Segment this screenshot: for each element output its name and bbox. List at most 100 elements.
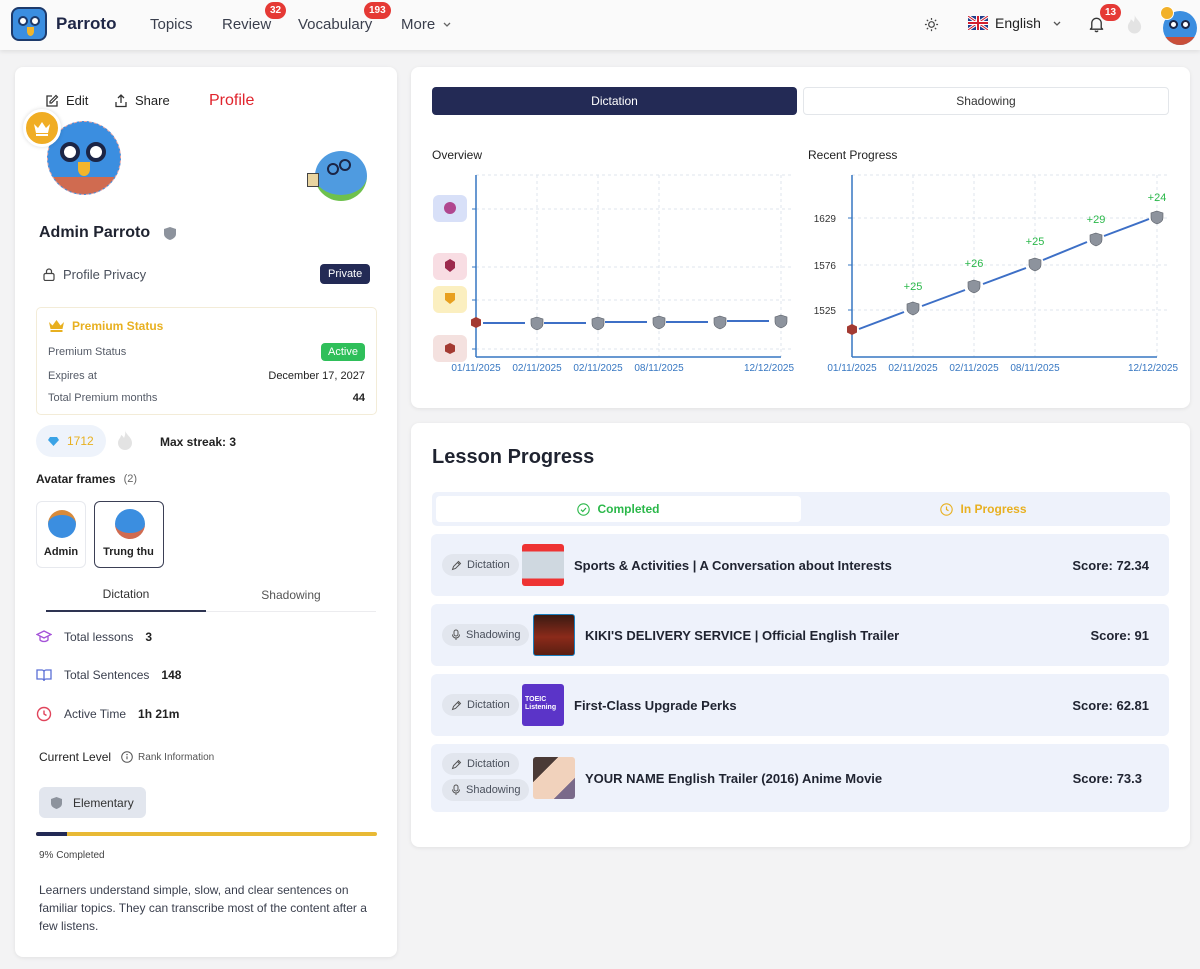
lesson-thumbnail xyxy=(533,614,575,656)
overview-chart: 01/11/2025 02/11/2025 02/11/2025 08/11/2… xyxy=(433,174,794,374)
parroto-logo[interactable] xyxy=(11,7,47,41)
svg-text:02/11/2025: 02/11/2025 xyxy=(949,363,999,374)
crown-badge-icon xyxy=(23,109,61,147)
stats-tab-dictation[interactable]: Dictation xyxy=(46,580,206,612)
share-button[interactable]: Share xyxy=(114,93,170,108)
pen-icon xyxy=(451,759,462,769)
graduation-cap-icon xyxy=(36,630,52,643)
stats-tab-shadowing[interactable]: Shadowing xyxy=(206,580,376,612)
lesson-item[interactable]: Dictation Shadowing YOUR NAME English Tr… xyxy=(431,744,1169,812)
avatar-frames-count: (2) xyxy=(123,473,138,485)
max-streak: Max streak: 3 xyxy=(160,435,237,449)
thumbnail-text: TOEIC Listening xyxy=(525,696,557,711)
review-count-badge: 32 xyxy=(265,2,287,19)
clock-icon xyxy=(36,706,52,722)
type-chip-dictation: Dictation xyxy=(442,554,519,576)
lesson-score: Score: 91 xyxy=(1090,628,1149,643)
brand-name[interactable]: Parroto xyxy=(56,14,117,33)
svg-text:+25: +25 xyxy=(904,281,923,293)
check-circle-icon xyxy=(577,502,591,516)
lesson-item[interactable]: Shadowing KIKI'S DELIVERY SERVICE | Offi… xyxy=(431,604,1169,666)
pen-icon xyxy=(451,700,462,710)
lesson-score: Score: 73.3 xyxy=(1072,771,1142,786)
svg-text:+24: +24 xyxy=(1148,192,1167,204)
level-progress-bar xyxy=(36,832,377,836)
lock-icon xyxy=(43,268,55,281)
avatar-frame-admin[interactable]: Admin xyxy=(36,501,86,568)
lesson-progress-title: Lesson Progress xyxy=(432,446,595,468)
flame-icon[interactable] xyxy=(1126,13,1143,35)
svg-text:+29: +29 xyxy=(1087,214,1106,226)
share-icon xyxy=(115,93,127,107)
svg-text:12/12/2025: 12/12/2025 xyxy=(744,363,794,374)
tab-label: Dictation xyxy=(591,94,638,108)
profile-section-title: Profile xyxy=(209,92,255,109)
lesson-title: YOUR NAME English Trailer (2016) Anime M… xyxy=(585,771,883,786)
lesson-item[interactable]: Dictation TOEIC Listening First-Class Up… xyxy=(431,674,1169,736)
chart-tab-dictation[interactable]: Dictation xyxy=(432,87,797,115)
tab-completed[interactable]: Completed xyxy=(436,496,801,522)
lesson-status-tabs: Completed In Progress xyxy=(432,492,1170,526)
tab-in-progress[interactable]: In Progress xyxy=(801,496,1166,522)
type-chip-shadowing: Shadowing xyxy=(442,624,530,646)
stat-label: Total Sentences xyxy=(64,668,150,682)
lesson-thumbnail: TOEIC Listening xyxy=(522,684,564,726)
nav-review[interactable]: Review xyxy=(222,16,272,33)
svg-text:02/11/2025: 02/11/2025 xyxy=(512,363,562,374)
svg-text:08/11/2025: 08/11/2025 xyxy=(1010,363,1060,374)
expires-value: December 17, 2027 xyxy=(268,370,365,382)
avatar-frame-label: Admin xyxy=(43,546,79,558)
edit-label: Edit xyxy=(66,93,89,108)
nav-topics[interactable]: Topics xyxy=(150,16,193,33)
premium-status-box: Premium Status Premium Status Active Exp… xyxy=(36,307,377,415)
lesson-item[interactable]: Dictation Sports & Activities | A Conver… xyxy=(431,534,1169,596)
book-open-icon xyxy=(36,669,52,682)
stat-label: Active Time xyxy=(64,707,127,721)
premium-months-label: Total Premium months xyxy=(48,392,158,404)
tab-label: Completed xyxy=(597,502,660,516)
user-avatar[interactable] xyxy=(1160,6,1198,46)
edit-button[interactable]: Edit xyxy=(45,93,88,108)
chevron-down-icon xyxy=(1053,21,1061,26)
avatar-frame-trung-thu[interactable]: Trung thu xyxy=(94,501,164,568)
svg-text:1576: 1576 xyxy=(814,261,837,272)
lesson-title: KIKI'S DELIVERY SERVICE | Official Engli… xyxy=(585,628,900,643)
avatar-frames-label: Avatar frames xyxy=(36,472,116,486)
lesson-progress-card: Lesson Progress Completed In Progress Di… xyxy=(411,423,1190,847)
crown-icon xyxy=(49,320,64,332)
lesson-score: Score: 62.81 xyxy=(1072,698,1149,713)
gems-badge: 1712 xyxy=(36,425,106,457)
tab-label: Shadowing xyxy=(261,588,321,602)
nav-more-label: More xyxy=(401,16,436,33)
lesson-title: First-Class Upgrade Perks xyxy=(574,698,737,713)
chevron-down-icon xyxy=(443,22,451,27)
lesson-thumbnail xyxy=(522,544,564,586)
privacy-label: Profile Privacy xyxy=(63,267,147,282)
info-icon xyxy=(121,751,133,763)
premium-months-value: 44 xyxy=(352,392,365,404)
pen-icon xyxy=(451,560,462,570)
profile-avatar[interactable] xyxy=(23,109,123,199)
stat-label: Total lessons xyxy=(64,630,134,644)
level-name: Elementary xyxy=(73,795,134,810)
bell-icon[interactable] xyxy=(1088,15,1105,33)
chip-label: Dictation xyxy=(467,699,510,711)
recent-progress-chart: 1629 1576 1525 +25 +26 +25 +29 +24 01/11… xyxy=(814,174,1178,374)
microphone-icon xyxy=(452,784,460,795)
language-selector[interactable]: English xyxy=(968,15,1062,31)
edit-icon xyxy=(46,94,59,107)
recent-progress-chart-title: Recent Progress xyxy=(808,148,898,162)
rank-information-link[interactable]: Rank Information xyxy=(121,751,214,763)
tab-label: Dictation xyxy=(102,587,150,601)
premium-title: Premium Status xyxy=(72,319,164,333)
sun-icon[interactable] xyxy=(924,17,939,32)
nav-more[interactable]: More xyxy=(401,16,452,33)
tab-label: Shadowing xyxy=(956,94,1016,108)
privacy-badge[interactable]: Private xyxy=(320,264,371,284)
type-chip-dictation: Dictation xyxy=(442,694,519,716)
gems-count: 1712 xyxy=(67,434,94,448)
chart-tab-shadowing[interactable]: Shadowing xyxy=(803,87,1169,115)
lesson-title: Sports & Activities | A Conversation abo… xyxy=(574,558,892,573)
chip-label: Dictation xyxy=(467,758,510,770)
nav-vocabulary[interactable]: Vocabulary xyxy=(298,16,373,33)
